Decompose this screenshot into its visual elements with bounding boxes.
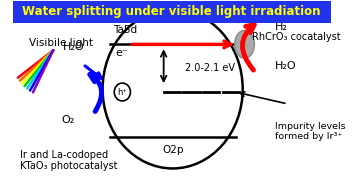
Text: 2.0-2.1 eV: 2.0-2.1 eV bbox=[185, 63, 235, 73]
Text: H₂: H₂ bbox=[275, 22, 288, 32]
Text: e⁻: e⁻ bbox=[115, 48, 128, 58]
Circle shape bbox=[114, 83, 130, 101]
Text: Visibile light: Visibile light bbox=[29, 38, 93, 48]
FancyBboxPatch shape bbox=[13, 1, 331, 22]
Text: O₂: O₂ bbox=[62, 115, 75, 125]
Text: H₂O: H₂O bbox=[275, 61, 297, 71]
Text: RhCrO₃ cocatalyst: RhCrO₃ cocatalyst bbox=[252, 33, 340, 43]
Text: Ir and La-codoped
KTaO₃ photocatalyst: Ir and La-codoped KTaO₃ photocatalyst bbox=[20, 150, 118, 171]
Text: Impurity levels
formed by Ir³⁺: Impurity levels formed by Ir³⁺ bbox=[275, 122, 346, 141]
Ellipse shape bbox=[103, 10, 243, 168]
Text: O2p: O2p bbox=[162, 145, 183, 155]
Text: Ta5d: Ta5d bbox=[113, 26, 137, 35]
Text: Water splitting under visible light irradiation: Water splitting under visible light irra… bbox=[23, 5, 321, 18]
Text: H₂O: H₂O bbox=[63, 42, 85, 52]
Text: h⁺: h⁺ bbox=[118, 88, 127, 97]
Ellipse shape bbox=[235, 30, 255, 58]
